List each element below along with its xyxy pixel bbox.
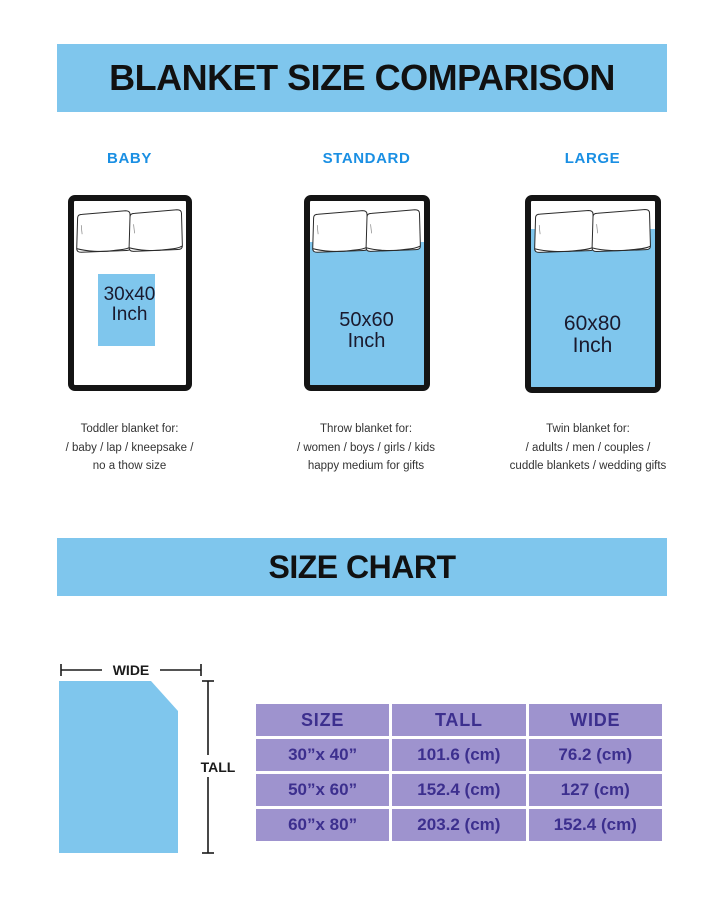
blanket-size-unit: Inch (111, 303, 148, 325)
wide-label: WIDE (113, 662, 150, 678)
bed-frame-standard: 50x60 Inch (303, 195, 430, 391)
caption-line: / baby / lap / kneepsake / (65, 441, 194, 454)
column-header-size: SIZE (256, 704, 390, 736)
bed-column-standard: STANDARD 50x60 Inch (254, 150, 479, 391)
table-header-row: SIZE TALL WIDE (256, 704, 662, 736)
page-title: BLANKET SIZE COMPARISON (109, 57, 615, 98)
size-chart-table: SIZE TALL WIDE 30”x 40” 101.6 (cm) 76.2 … (253, 701, 665, 844)
bed-column-large: LARGE 60x80 Inch (480, 150, 705, 393)
cell-size: 50”x 60” (256, 774, 390, 806)
caption-line: cuddle blankets / wedding gifts (509, 460, 667, 473)
cell-size: 60”x 80” (256, 809, 390, 841)
table-row: 50”x 60” 152.4 (cm) 127 (cm) (256, 774, 662, 806)
tall-dimension-arrow: TALL (192, 680, 244, 854)
bed-illustration-standard: 50x60 Inch (303, 195, 430, 391)
size-chart-banner: SIZE CHART (57, 538, 667, 596)
caption-large: Twin blanket for: / adults / men / coupl… (468, 420, 708, 476)
pillows-icon (75, 209, 183, 253)
cell-tall: 101.6 (cm) (392, 739, 526, 771)
caption-line: Toddler blanket for: (80, 423, 179, 435)
cell-size: 30”x 40” (256, 739, 390, 771)
caption-line: happy medium for gifts (307, 460, 425, 473)
column-label-large: LARGE (564, 150, 621, 167)
column-label-baby: BABY (107, 150, 152, 167)
caption-line: Throw blanket for: (319, 423, 413, 435)
blanket-swatch-standard (309, 242, 424, 385)
table-row: 60”x 80” 203.2 (cm) 152.4 (cm) (256, 809, 662, 841)
blanket-size-unit: Inch (347, 330, 386, 352)
caption-baby: Toddler blanket for: / baby / lap / knee… (22, 420, 237, 476)
caption-line: / adults / men / couples / (525, 441, 651, 454)
cell-tall: 152.4 (cm) (392, 774, 526, 806)
main-title-banner: BLANKET SIZE COMPARISON (57, 44, 667, 112)
column-header-wide: WIDE (528, 704, 662, 736)
blanket-swatch-baby (97, 274, 155, 346)
bed-illustration-large: 60x80 Inch (524, 195, 661, 393)
cell-wide: 152.4 (cm) (528, 809, 662, 841)
blanket-size-label-large: 60x80 Inch (531, 312, 655, 358)
blanket-swatch-large (530, 229, 655, 387)
blanket-size-dimensions: 30x40 (103, 284, 156, 305)
size-chart-title: SIZE CHART (268, 548, 457, 585)
column-label-standard: STANDARD (322, 150, 411, 167)
blanket-dimension-diagram: WIDE TALL (59, 660, 244, 854)
tall-label: TALL (201, 759, 236, 775)
blanket-size-label-standard: 50x60 Inch (310, 310, 424, 352)
caption-standard: Throw blanket for: / women / boys / girl… (255, 420, 477, 476)
wide-dimension-arrow: WIDE (60, 660, 202, 680)
cell-tall: 203.2 (cm) (392, 809, 526, 841)
caption-line: / women / boys / girls / kids (296, 441, 436, 454)
column-header-tall: TALL (392, 704, 526, 736)
blanket-size-dimensions: 50x60 (339, 309, 394, 331)
blanket-size-unit: Inch (572, 334, 613, 358)
bed-frame-baby: 30x40 Inch (67, 195, 192, 391)
cell-wide: 127 (cm) (528, 774, 662, 806)
table-row: 30”x 40” 101.6 (cm) 76.2 (cm) (256, 739, 662, 771)
bed-column-baby: BABY 30x40 Inch (17, 150, 242, 391)
blanket-shape (59, 681, 178, 853)
blanket-size-dimensions: 60x80 (563, 312, 622, 335)
bed-frame-large: 60x80 Inch (524, 195, 661, 393)
caption-line: Twin blanket for: (546, 423, 630, 435)
bed-illustration-baby: 30x40 Inch (67, 195, 192, 391)
blanket-size-label-baby: 30x40 Inch (74, 285, 186, 325)
cell-wide: 76.2 (cm) (528, 739, 662, 771)
caption-line: no a thow size (92, 460, 167, 473)
